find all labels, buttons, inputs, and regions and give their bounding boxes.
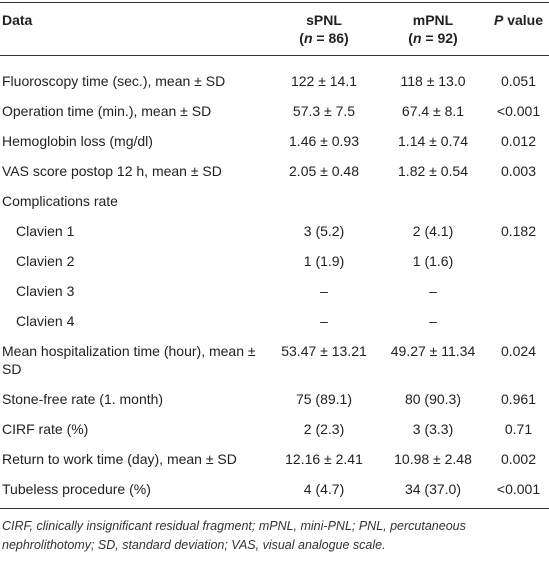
header-text: sPNL: [306, 12, 342, 28]
cell: <0.001: [496, 103, 541, 119]
cell: 57.3 ± 7.5: [292, 103, 356, 119]
cell: 80 (90.3): [404, 391, 462, 407]
row-label: Return to work time (day), mean ± SD: [2, 451, 237, 467]
cell: [488, 246, 549, 276]
table-row: Return to work time (day), mean ± SD 12.1…: [0, 444, 549, 474]
header-text: n: [412, 30, 422, 46]
cell: 10.98 ± 2.48: [394, 451, 472, 467]
row-label: Fluoroscopy time (sec.), mean ± SD: [2, 73, 226, 89]
header-cell: Data: [0, 3, 270, 56]
header-text: (: [299, 30, 304, 46]
cell: 2 (2.3): [303, 421, 345, 437]
cell: 49.27 ± 11.34: [390, 343, 476, 359]
header-text: P: [493, 12, 504, 28]
cell: 1.82 ± 0.54: [398, 163, 468, 179]
row-label: Stone-free rate (1. month): [2, 391, 164, 407]
row-label: Clavien 2: [16, 253, 75, 269]
cell: –: [320, 313, 328, 329]
cell: 0.961: [500, 391, 537, 407]
footnote: CIRF, clinically insignificant residual …: [2, 519, 466, 552]
row-label: Hemoglobin loss (mg/dl): [2, 133, 153, 149]
table-row: Clavien 1 3 (5.2) 2 (4.1) 0.182: [0, 216, 549, 246]
table-row: VAS score postop 12 h, mean ± SD 2.05 ± 0…: [0, 156, 549, 186]
cell: 53.47 ± 13.21: [281, 343, 367, 359]
header-row: Data sPNL (n = 86) mPNL (n = 92) P value: [0, 2, 549, 56]
cell: –: [429, 283, 437, 299]
row-label: CIRF rate (%): [2, 421, 89, 437]
cell: [488, 306, 549, 336]
row-label: Complications rate: [2, 193, 118, 209]
cell: 1 (1.6): [412, 253, 454, 269]
cell: <0.001: [496, 481, 541, 497]
table-row: Stone-free rate (1. month) 75 (89.1) 80 (9…: [0, 384, 549, 414]
row-label: Tubeless procedure (%): [2, 481, 151, 497]
header-text: mPNL: [412, 12, 454, 28]
cell: 4 (4.7): [303, 481, 345, 497]
cell: 0.051: [500, 73, 537, 89]
header-cell: mPNL (n = 92): [378, 3, 488, 56]
cell: 1.14 ± 0.74: [398, 133, 468, 149]
cell: 1.46 ± 0.93: [289, 133, 359, 149]
cell: [270, 186, 378, 216]
cell: 0.024: [500, 343, 537, 359]
cell: 0.012: [500, 133, 537, 149]
table-row: Clavien 4 – –: [0, 306, 549, 336]
cell: 0.71: [504, 421, 533, 437]
cell: 1 (1.9): [303, 253, 345, 269]
cell: 0.182: [500, 223, 537, 239]
cell: 122 ± 14.1: [290, 73, 358, 89]
header-text: = 92): [421, 30, 458, 46]
cell: –: [429, 313, 437, 329]
row-label: Clavien 4: [16, 313, 75, 329]
table-row: Clavien 3 – –: [0, 276, 549, 306]
cell: 118 ± 13.0: [400, 73, 466, 89]
row-label: Operation time (min.), mean ± SD: [2, 103, 212, 119]
cell: 3 (5.2): [303, 223, 345, 239]
cell: 75 (89.1): [295, 391, 353, 407]
row-label: Mean hospitalization time (hour), mean ±…: [2, 343, 256, 377]
cell: 0.003: [500, 163, 537, 179]
results-table: Data sPNL (n = 86) mPNL (n = 92) P value Fluo…: [0, 2, 549, 509]
cell: 3 (3.3): [412, 421, 454, 437]
row-label: Clavien 1: [16, 223, 75, 239]
cell: 0.002: [500, 451, 537, 467]
table-row: Operation time (min.), mean ± SD 57.3 ± 7…: [0, 96, 549, 126]
cell: 2 (4.1): [412, 223, 454, 239]
cell: [488, 276, 549, 306]
table-row: Hemoglobin loss (mg/dl) 1.46 ± 0.93 1.14 ±…: [0, 126, 549, 156]
row-label: Clavien 3: [16, 283, 75, 299]
header-text: Data: [2, 12, 33, 28]
table-row: Clavien 2 1 (1.9) 1 (1.6): [0, 246, 549, 276]
header-text: value: [503, 12, 544, 28]
header-text: (: [408, 30, 413, 46]
cell: 2.05 ± 0.48: [289, 163, 359, 179]
row-label: VAS score postop 12 h, mean ± SD: [2, 163, 222, 179]
table-row: Mean hospitalization time (hour), mean ±…: [0, 336, 549, 384]
header-text: n: [303, 30, 313, 46]
cell: –: [320, 283, 328, 299]
cell: 34 (37.0): [404, 481, 462, 497]
table-row: Complications rate: [0, 186, 549, 216]
header-cell: P value: [488, 3, 549, 56]
table-row: Tubeless procedure (%) 4 (4.7) 34 (37.0) <0…: [0, 474, 549, 509]
cell: 67.4 ± 8.1: [401, 103, 465, 119]
header-text: = 86): [312, 30, 349, 46]
cell: [488, 186, 549, 216]
cell: 12.16 ± 2.41: [285, 451, 363, 467]
cell: [378, 186, 488, 216]
table-row: CIRF rate (%) 2 (2.3) 3 (3.3) 0.71: [0, 414, 549, 444]
table-row: Fluoroscopy time (sec.), mean ± SD 122 ± …: [0, 56, 549, 97]
header-cell: sPNL (n = 86): [270, 3, 378, 56]
